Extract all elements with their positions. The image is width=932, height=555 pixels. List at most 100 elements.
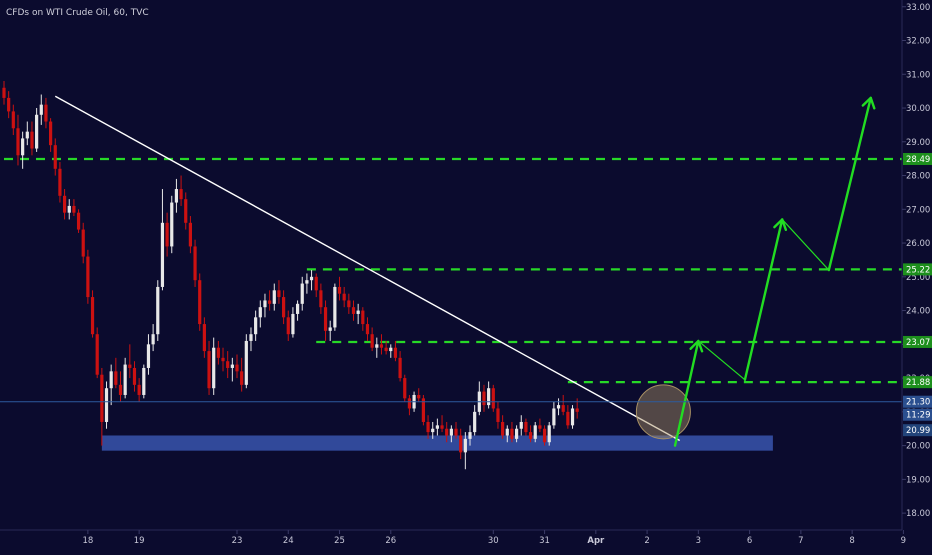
candle-body: [142, 367, 146, 395]
candle-body: [226, 361, 230, 368]
candle-body: [491, 388, 495, 409]
candle-body: [552, 408, 556, 426]
candle-body: [356, 310, 360, 314]
candle-body: [39, 104, 43, 115]
candle-body: [314, 276, 318, 291]
candle-body: [179, 189, 183, 200]
projection-pullback: [781, 218, 830, 271]
secondary-price-badge: [903, 424, 932, 437]
candle-body: [295, 303, 300, 314]
candle-body: [249, 334, 253, 341]
candle-body: [426, 421, 430, 433]
candle-body: [487, 388, 491, 406]
candle-body: [291, 313, 295, 335]
candle-body: [333, 286, 337, 328]
x-tick-label: 30: [488, 536, 499, 546]
candle-body: [21, 138, 25, 156]
candle-body: [421, 398, 425, 422]
candle-body: [561, 405, 565, 412]
candle-body: [188, 222, 192, 247]
candle-body: [566, 411, 570, 426]
candle-body: [323, 307, 328, 331]
candle-body: [132, 367, 137, 385]
candle-body: [570, 408, 575, 426]
x-tick-label: 8: [849, 536, 854, 546]
candle-body: [90, 297, 95, 335]
y-tick-label: 31.00: [906, 70, 930, 80]
candle-body: [62, 195, 67, 213]
candle-body: [198, 280, 202, 325]
candle-body: [30, 131, 34, 149]
candle-body: [44, 104, 48, 122]
candle-body: [170, 202, 174, 247]
y-tick-label: 19.00: [906, 475, 930, 485]
candle-body: [268, 300, 272, 304]
trendline-layer: [54, 95, 691, 442]
y-tick-label: 26.00: [906, 239, 930, 249]
candle-body: [58, 168, 62, 196]
candle-body: [286, 317, 290, 335]
x-tick-label: 6: [747, 536, 752, 546]
projection-arrowhead: [861, 96, 876, 110]
time-axis[interactable]: 18 19 23 24 25 26 30 31 Apr 2 3 6 7 8 9: [82, 530, 906, 546]
candle-body: [556, 405, 561, 409]
x-tick-label: 7: [798, 536, 803, 546]
x-tick-label: 31: [539, 536, 550, 546]
candle-body: [156, 286, 160, 335]
candle-body: [445, 428, 449, 436]
candle-body: [403, 378, 407, 399]
candle-body: [100, 374, 104, 422]
candle-body: [160, 222, 165, 287]
candle-body: [524, 421, 528, 433]
candle-body: [109, 371, 113, 389]
x-tick-label: 3: [696, 536, 701, 546]
candle-body: [240, 371, 244, 385]
candle-body: [575, 408, 579, 412]
level-badge: [903, 376, 932, 389]
price-badges-layer: 28.49 25.22 23.07 21.88 21.30 11:29 20.99: [903, 153, 932, 437]
candle-body: [72, 205, 76, 213]
candle-body: [393, 347, 398, 358]
support-zone-layer: [101, 435, 773, 451]
x-tick-label: 18: [82, 536, 93, 546]
candle-body: [417, 394, 421, 399]
candle-body: [407, 398, 412, 409]
candle-body: [216, 347, 220, 358]
candle-body: [337, 286, 342, 294]
candle-body: [384, 347, 388, 352]
candle-body: [230, 364, 234, 368]
x-tick-label: 24: [283, 536, 294, 546]
x-tick-label: 25: [334, 536, 345, 546]
candle-body: [67, 205, 71, 213]
candle-body: [449, 428, 453, 436]
candle-body: [123, 364, 127, 395]
candle-body: [533, 425, 537, 439]
support-zone: [101, 435, 773, 451]
level-badge: [903, 335, 932, 348]
candle-body: [254, 317, 258, 335]
candle-body: [16, 128, 20, 156]
candle-body: [35, 114, 39, 149]
candle-body: [459, 435, 463, 453]
y-tick-label: 25.00: [906, 273, 930, 283]
candle-body: [137, 384, 141, 395]
candle-body: [81, 229, 85, 257]
candle-body: [49, 121, 53, 146]
candle-body: [473, 411, 477, 433]
x-tick-label: 23: [232, 536, 243, 546]
candle-body: [440, 425, 444, 429]
candle-body: [258, 307, 262, 318]
candle-body: [221, 357, 225, 362]
x-tick-label: 2: [644, 536, 649, 546]
candle-body: [435, 425, 439, 429]
y-tick-label: 27.00: [906, 205, 930, 215]
candle-body: [7, 97, 11, 112]
candle-body: [379, 344, 384, 348]
countdown-badge-label: 11:29: [906, 411, 931, 421]
y-tick-label: 30.00: [906, 104, 930, 114]
countdown-badge: [903, 408, 932, 421]
candle-body: [282, 297, 286, 318]
candle-body: [202, 324, 206, 352]
